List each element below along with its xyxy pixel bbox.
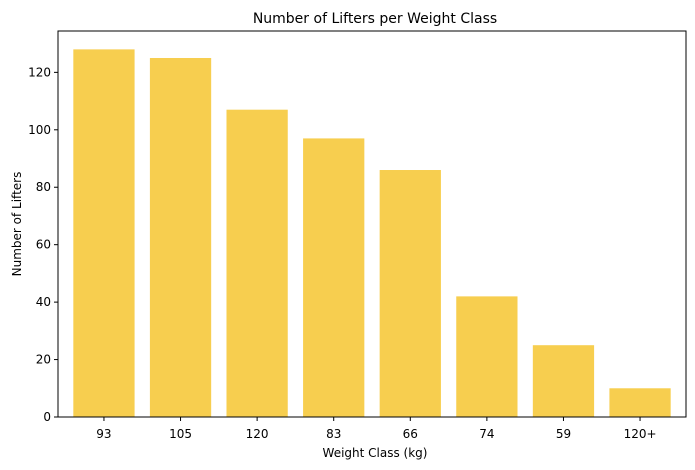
- x-tick-label: 120+: [624, 427, 657, 441]
- bar-93: [73, 49, 135, 417]
- bar-66: [379, 170, 441, 417]
- y-axis-ticks: 0 20 40 60 80 100 120: [28, 65, 58, 424]
- x-tick-label: 120: [246, 427, 269, 441]
- bar-83: [303, 138, 365, 417]
- x-tick-label: 74: [479, 427, 494, 441]
- x-tick-label: 66: [403, 427, 418, 441]
- y-tick-label: 40: [36, 295, 51, 309]
- x-tick-label: 83: [326, 427, 341, 441]
- chart-title: Number of Lifters per Weight Class: [253, 11, 497, 27]
- plot-frame: [57, 30, 687, 418]
- x-tick-label: 93: [96, 427, 111, 441]
- y-tick-label: 80: [36, 180, 51, 194]
- x-axis-label: Weight Class (kg): [323, 446, 428, 460]
- bar-120: [226, 109, 288, 417]
- bar-59: [532, 345, 595, 417]
- y-axis-label: Number of Lifters: [10, 172, 24, 277]
- bar-105: [149, 57, 212, 418]
- y-tick-label: 0: [43, 410, 51, 424]
- bar-120+: [609, 388, 671, 417]
- y-tick-label: 60: [36, 238, 51, 252]
- x-tick-label: 105: [169, 427, 192, 441]
- y-tick-label: 20: [36, 353, 51, 367]
- y-tick-label: 120: [28, 65, 51, 79]
- bar-74: [456, 296, 518, 417]
- x-axis-ticks: 93 105 120 83 66 74 59 120+: [96, 417, 657, 441]
- x-tick-label: 59: [556, 427, 571, 441]
- bars-group: [73, 49, 671, 418]
- y-tick-label: 100: [28, 123, 51, 137]
